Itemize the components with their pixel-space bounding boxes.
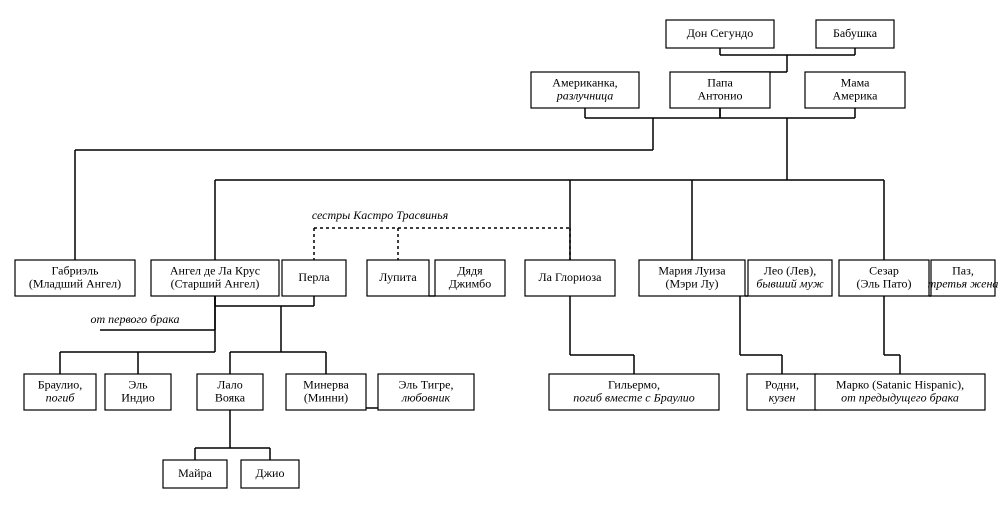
node-braulio-line-1: погиб — [46, 390, 76, 404]
node-minnie: Минерва(Минни) — [286, 374, 366, 410]
node-papa_antonio: ПапаАнтонио — [670, 72, 770, 108]
family-tree-canvas: Дон Сегундо Бабушка Американка,разлучница П… — [0, 0, 1000, 524]
node-lupita: Лупита — [367, 260, 429, 296]
node-lalo-line-1: Вояка — [215, 390, 246, 404]
node-el_indio-line-0: Эль — [128, 377, 148, 391]
node-maira: Майра — [163, 460, 227, 488]
node-braulio: Браулио,погиб — [24, 374, 96, 410]
node-angel_sr-line-1: (Старший Ангел) — [171, 276, 260, 290]
node-marko-line-1: от предыдущего брака — [841, 390, 959, 404]
node-rodney-line-0: Родни, — [765, 377, 799, 391]
node-perla: Перла — [282, 260, 346, 296]
node-cesar: Сезар(Эль Пато) — [839, 260, 929, 296]
node-el_tigre-line-1: любовник — [401, 390, 451, 404]
node-guillermo: Гильермо,погиб вместе с Браулио — [549, 374, 719, 410]
node-minnie-line-0: Минерва — [303, 377, 349, 391]
annotation-sisters: сестры Кастро Трасвинья — [312, 208, 449, 222]
node-guillermo-line-0: Гильермо, — [608, 377, 660, 391]
node-papa_antonio-line-1: Антонио — [697, 88, 742, 102]
node-paz-line-0: Паз, — [952, 263, 974, 277]
node-rodney-line-1: кузен — [769, 390, 796, 404]
node-mama_america-line-0: Мама — [841, 75, 871, 89]
node-grandma-line-0: Бабушка — [833, 26, 878, 40]
node-maria_luisa: Мария Луиза(Мэри Лу) — [639, 260, 745, 296]
node-mama_america-line-1: Америка — [833, 88, 879, 102]
node-jimbo-line-1: Джимбо — [449, 276, 492, 290]
node-maira-line-0: Майра — [178, 466, 212, 480]
node-rodney: Родни,кузен — [747, 374, 817, 410]
node-lalo-line-0: Лало — [217, 377, 243, 391]
node-gabriel: Габриэль(Младший Ангел) — [15, 260, 135, 296]
node-el_indio-line-1: Индио — [121, 390, 155, 404]
node-leo-line-0: Лео (Лев), — [764, 263, 816, 277]
node-don_segundo: Дон Сегундо — [666, 20, 774, 48]
node-gio: Джио — [241, 460, 299, 488]
annotation-first_marriage: от первого брака — [90, 312, 179, 326]
node-gio-line-0: Джио — [256, 466, 285, 480]
node-paz: Паз,третья жена — [928, 260, 999, 296]
node-don_segundo-line-0: Дон Сегундо — [687, 26, 754, 40]
node-angel_sr-line-0: Ангел де Ла Крус — [170, 263, 260, 277]
node-cesar-line-1: (Эль Пато) — [857, 276, 912, 290]
node-gabriel-line-1: (Младший Ангел) — [29, 276, 121, 290]
node-marko: Марко (Satanic Hispanic),от предыдущего … — [815, 374, 985, 410]
node-jimbo: ДядяДжимбо — [435, 260, 505, 296]
node-el_tigre: Эль Тигре,любовник — [378, 374, 474, 410]
node-el_indio: ЭльИндио — [105, 374, 171, 410]
node-leo-line-1: бывший муж — [756, 276, 823, 290]
node-angel_sr: Ангел де Ла Крус(Старший Ангел) — [151, 260, 279, 296]
node-el_tigre-line-0: Эль Тигре, — [399, 377, 454, 391]
node-grandma: Бабушка — [816, 20, 894, 48]
node-braulio-line-0: Браулио, — [38, 377, 83, 391]
node-perla-line-0: Перла — [298, 270, 330, 284]
node-marko-line-0: Марко (Satanic Hispanic), — [836, 377, 964, 391]
node-gloriosa: Ла Глориоза — [525, 260, 615, 296]
node-american-line-0: Американка, — [552, 75, 617, 89]
node-lupita-line-0: Лупита — [379, 270, 417, 284]
node-gabriel-line-0: Габриэль — [52, 263, 99, 277]
node-papa_antonio-line-0: Папа — [707, 75, 733, 89]
node-maria_luisa-line-1: (Мэри Лу) — [665, 276, 718, 290]
node-jimbo-line-0: Дядя — [457, 263, 483, 277]
node-american-line-1: разлучница — [556, 88, 614, 102]
node-maria_luisa-line-0: Мария Луиза — [658, 263, 726, 277]
node-gloriosa-line-0: Ла Глориоза — [539, 270, 603, 284]
node-guillermo-line-1: погиб вместе с Браулио — [573, 390, 695, 404]
node-minnie-line-1: (Минни) — [304, 390, 348, 404]
node-cesar-line-0: Сезар — [869, 263, 899, 277]
node-lalo: ЛалоВояка — [197, 374, 263, 410]
node-paz-line-1: третья жена — [928, 276, 999, 290]
node-american: Американка,разлучница — [531, 72, 639, 108]
node-mama_america: МамаАмерика — [805, 72, 905, 108]
node-leo: Лео (Лев),бывший муж — [748, 260, 832, 296]
